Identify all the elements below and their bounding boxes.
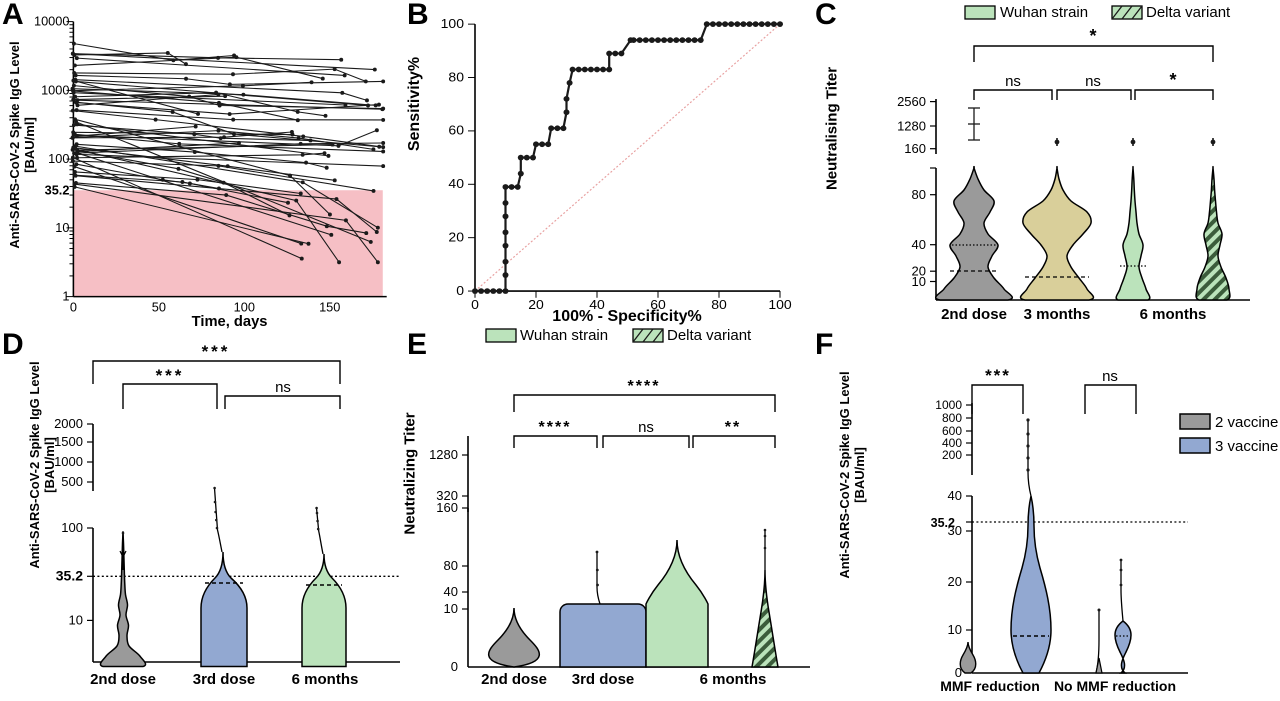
svg-text:10: 10 — [948, 622, 962, 637]
svg-text:100: 100 — [48, 151, 69, 166]
svg-text:40: 40 — [444, 584, 458, 599]
svg-text:****: **** — [539, 419, 572, 436]
svg-text:No MMF reduction: No MMF reduction — [1054, 678, 1176, 694]
svg-text:0: 0 — [471, 297, 479, 312]
svg-text:50: 50 — [152, 299, 166, 314]
svg-text:2nd dose: 2nd dose — [941, 306, 1007, 323]
svg-text:3rd dose: 3rd dose — [193, 671, 256, 688]
svg-text:100: 100 — [61, 520, 83, 535]
svg-text:Delta variant: Delta variant — [667, 327, 752, 344]
svg-text:Delta variant: Delta variant — [1146, 4, 1231, 21]
svg-text:20: 20 — [448, 230, 464, 245]
svg-text:100: 100 — [441, 16, 465, 31]
svg-text:80: 80 — [448, 70, 464, 85]
svg-text:100% - Specificity%: 100% - Specificity% — [552, 308, 701, 325]
svg-text:1000: 1000 — [41, 82, 69, 97]
svg-text:10000: 10000 — [34, 14, 69, 29]
svg-text:20: 20 — [528, 297, 544, 312]
svg-text:60: 60 — [448, 123, 464, 138]
svg-text:20: 20 — [948, 574, 962, 589]
svg-text:Wuhan strain: Wuhan strain — [1000, 4, 1088, 21]
svg-text:35.2: 35.2 — [56, 568, 83, 584]
svg-text:160: 160 — [436, 500, 458, 515]
svg-text:***: *** — [202, 342, 231, 361]
svg-text:100: 100 — [768, 297, 792, 312]
svg-text:3rd dose: 3rd dose — [572, 671, 635, 688]
svg-text:2nd dose: 2nd dose — [90, 671, 156, 688]
svg-text:2nd dose: 2nd dose — [481, 671, 547, 688]
svg-text:Time, days: Time, days — [192, 314, 268, 330]
svg-text:ns: ns — [275, 379, 291, 396]
svg-text:6 months: 6 months — [700, 671, 767, 688]
svg-text:0: 0 — [451, 659, 458, 674]
svg-text:10: 10 — [444, 601, 458, 616]
svg-text:1: 1 — [62, 289, 69, 304]
svg-text:500: 500 — [61, 474, 83, 489]
svg-text:ns: ns — [1005, 73, 1021, 90]
svg-text:6 months: 6 months — [1140, 306, 1207, 323]
svg-text:3 vaccine: 3 vaccine — [1215, 438, 1278, 455]
svg-text:30: 30 — [948, 523, 962, 538]
svg-text:ns: ns — [638, 419, 654, 436]
svg-text:0: 0 — [456, 283, 464, 298]
svg-text:****: **** — [628, 378, 661, 395]
svg-text:ns: ns — [1085, 73, 1101, 90]
svg-text:ns: ns — [1102, 368, 1118, 385]
svg-text:200: 200 — [942, 448, 962, 462]
svg-text:*: * — [1089, 26, 1096, 46]
svg-text:80: 80 — [711, 297, 727, 312]
svg-text:800: 800 — [942, 411, 962, 425]
svg-text:10: 10 — [69, 613, 83, 628]
svg-text:2 vaccine: 2 vaccine — [1215, 414, 1278, 431]
svg-text:160: 160 — [904, 141, 926, 156]
svg-text:40: 40 — [912, 237, 926, 252]
svg-text:**: ** — [725, 419, 741, 436]
svg-text:MMF reduction: MMF reduction — [940, 678, 1040, 694]
svg-text:Wuhan strain: Wuhan strain — [520, 327, 608, 344]
svg-text:2560: 2560 — [897, 94, 926, 109]
svg-text:80: 80 — [444, 558, 458, 573]
svg-text:35.2: 35.2 — [45, 182, 70, 197]
svg-text:40: 40 — [448, 176, 464, 191]
svg-text:10: 10 — [55, 220, 69, 235]
svg-text:1280: 1280 — [429, 447, 458, 462]
svg-text:40: 40 — [948, 488, 962, 503]
svg-text:80: 80 — [912, 187, 926, 202]
svg-text:1500: 1500 — [54, 434, 83, 449]
svg-text:1000: 1000 — [935, 398, 962, 412]
svg-text:3 months: 3 months — [1024, 306, 1091, 323]
svg-text:*: * — [1169, 70, 1176, 90]
svg-text:6 months: 6 months — [292, 671, 359, 688]
svg-text:2000: 2000 — [54, 416, 83, 431]
svg-text:10: 10 — [912, 274, 926, 289]
svg-text:***: *** — [156, 366, 185, 385]
svg-text:1280: 1280 — [897, 119, 926, 134]
svg-text:100: 100 — [234, 299, 255, 314]
svg-text:150: 150 — [319, 299, 340, 314]
svg-text:***: *** — [985, 366, 1011, 385]
svg-text:1000: 1000 — [54, 454, 83, 469]
svg-text:0: 0 — [70, 299, 77, 314]
